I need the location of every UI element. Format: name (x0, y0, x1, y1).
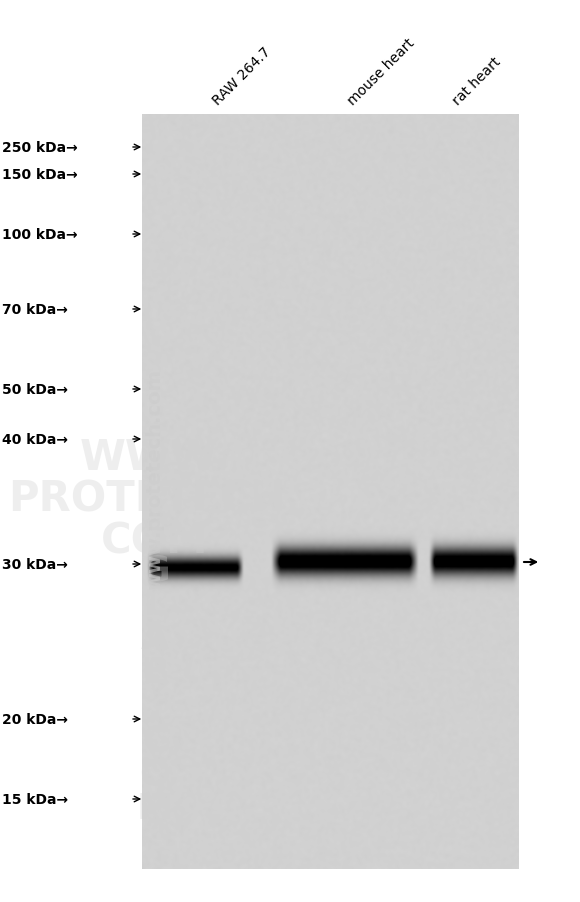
Text: 100 kDa→: 100 kDa→ (2, 227, 78, 242)
Text: rat heart: rat heart (450, 55, 503, 108)
Text: 150 kDa→: 150 kDa→ (2, 168, 78, 182)
Text: RAW 264.7: RAW 264.7 (210, 45, 273, 108)
Text: 40 kDa→: 40 kDa→ (2, 433, 68, 446)
Text: 30 kDa→: 30 kDa→ (2, 557, 68, 571)
Text: 15 kDa→: 15 kDa→ (2, 792, 68, 806)
Text: WWW.
PROTETECH.
COM: WWW. PROTETECH. COM (8, 437, 302, 562)
Text: 20 kDa→: 20 kDa→ (2, 713, 68, 726)
Text: 50 kDa→: 50 kDa→ (2, 382, 68, 397)
Text: G
L
A
B
.
C
O
M: G L A B . C O M (137, 554, 173, 825)
Text: www.protetech.com: www.protetech.com (146, 369, 165, 590)
Text: mouse heart: mouse heart (345, 36, 417, 108)
Text: 70 kDa→: 70 kDa→ (2, 303, 68, 317)
Text: 250 kDa→: 250 kDa→ (2, 141, 78, 155)
